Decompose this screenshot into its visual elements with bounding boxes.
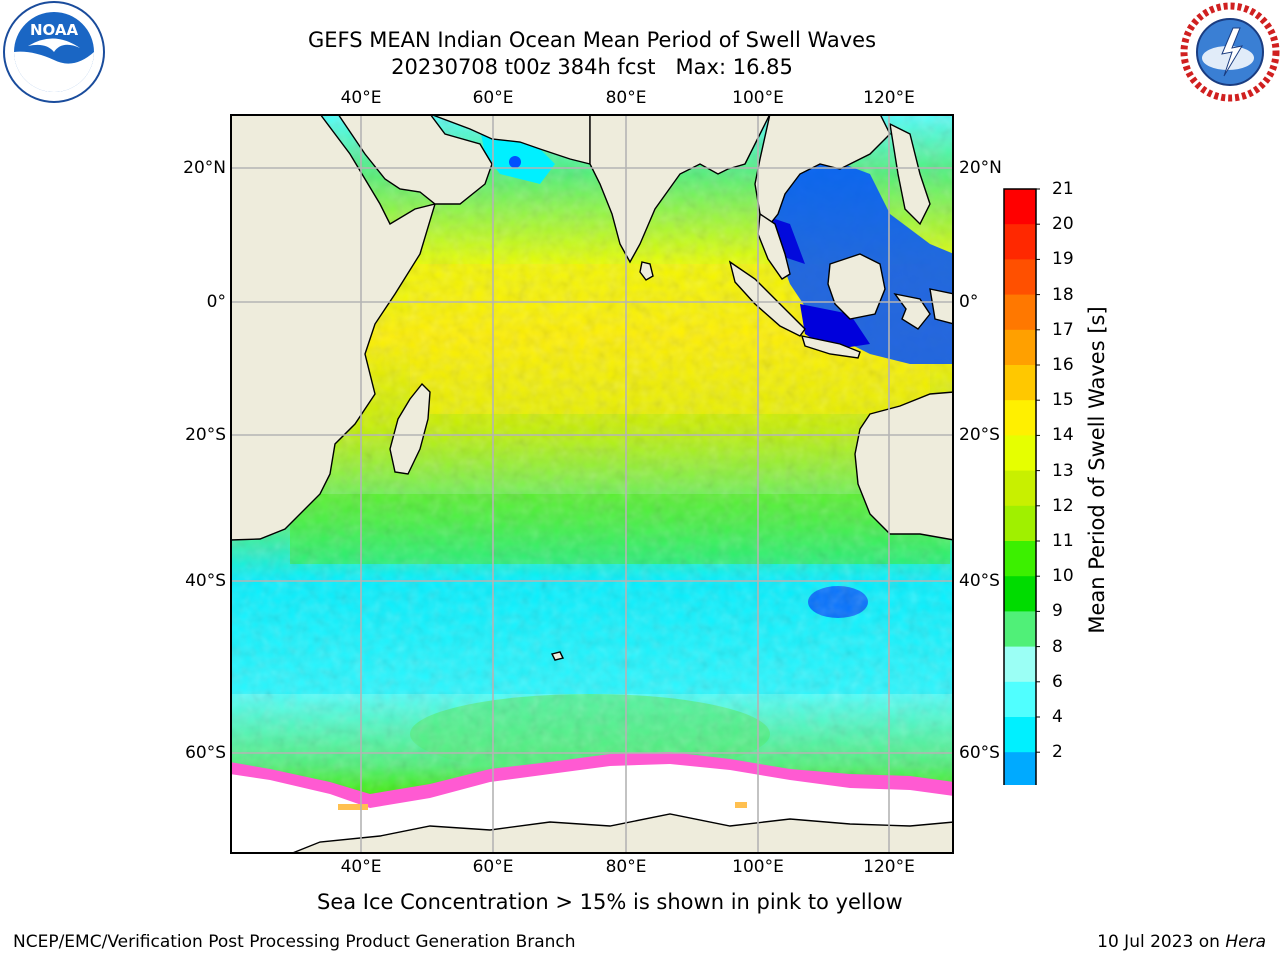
colorbar-segment (1004, 505, 1036, 542)
noaa-logo-text: NOAA (30, 21, 79, 39)
java (800, 335, 861, 359)
lon-tick-bottom-100e: 100°E (732, 857, 784, 877)
colorbar-tick-label: 15 (1052, 390, 1074, 411)
graticule (230, 114, 954, 854)
kerguelen (550, 651, 565, 661)
lon-tick-bottom-80e: 80°E (605, 857, 647, 877)
footer-date-text: 10 Jul 2023 on (1097, 932, 1220, 952)
colorbar-tick-label: 17 (1052, 319, 1074, 340)
lat-tick-left-20n: 20°N (183, 158, 226, 178)
plot-subtitle: 20230708 t00z 384h fcst Max: 16.85 (230, 54, 954, 80)
colorbar-tick-label: 6 (1052, 671, 1063, 692)
max-value: Max: 16.85 (675, 55, 793, 79)
colorbar (1003, 188, 1040, 785)
colorbar-segment (1004, 470, 1036, 507)
colorbar-segment (1004, 365, 1036, 401)
colorbar-segment (1004, 576, 1036, 612)
colorbar-tick-label: 16 (1052, 355, 1074, 375)
lon-tick-bottom-40e: 40°E (340, 857, 382, 877)
colorbar-tick-label: 20 (1052, 214, 1074, 235)
lat-tick-right-40s: 40°S (959, 571, 1000, 591)
plot-title: GEFS MEAN Indian Ocean Mean Period of Sw… (307, 28, 877, 52)
colorbar-segment (1004, 400, 1036, 436)
colorbar-segment (1004, 224, 1036, 260)
colorbar-segment (1004, 611, 1036, 648)
colorbar-segment (1004, 329, 1036, 366)
colorbar-tick-label: 19 (1052, 249, 1074, 270)
colorbar-segment (1004, 259, 1036, 296)
sri-lanka (639, 261, 654, 281)
indochina (754, 114, 891, 226)
colorbar-tick-label: 8 (1052, 636, 1063, 657)
lat-tick-right-0: 0° (959, 292, 979, 312)
lon-tick-bottom-120e: 120°E (863, 857, 915, 877)
colorbar-segment (1004, 752, 1036, 785)
lat-tick-left-40s: 40°S (185, 571, 226, 591)
madagascar (389, 382, 431, 475)
lat-tick-right-20n: 20°N (959, 158, 1002, 178)
arabia (337, 114, 493, 205)
noaa-logo: NOAA (3, 1, 105, 103)
colorbar-segment (1004, 541, 1036, 577)
run-time: 20230708 t00z 384h fcst (391, 55, 656, 79)
colorbar-tick-label: 10 (1052, 566, 1074, 587)
colorbar-segment (1004, 646, 1036, 683)
colorbar-tick-label: 13 (1052, 460, 1074, 481)
colorbar-tick-label: 14 (1052, 425, 1074, 446)
sumatra (728, 260, 806, 337)
colorbar-tick-label: 9 (1052, 601, 1063, 622)
lon-tick-top-40e: 40°E (340, 88, 382, 108)
footer-date: 10 Jul 2023 on Hera (1097, 932, 1266, 952)
footer-credit: NCEP/EMC/Verification Post Processing Pr… (13, 932, 576, 952)
lat-tick-left-20s: 20°S (185, 425, 226, 445)
lon-tick-top-100e: 100°E (732, 88, 784, 108)
footer-machine: Hera (1225, 932, 1266, 952)
colorbar-tick-label: 21 (1052, 179, 1074, 199)
lon-tick-top-80e: 80°E (605, 88, 647, 108)
colorbar-segment (1004, 681, 1036, 718)
lat-tick-right-20s: 20°S (959, 425, 1000, 445)
colorbar-segment (1004, 435, 1036, 472)
philippines (889, 122, 931, 226)
lon-tick-bottom-60e: 60°E (472, 857, 514, 877)
colorbar-tick-label: 12 (1052, 495, 1074, 516)
swell-period-map (230, 114, 954, 854)
colorbar-segment (1004, 717, 1036, 753)
new-guinea (929, 288, 954, 325)
colorbar-segment (1004, 189, 1036, 225)
sea-ice-note: Sea Ice Concentration > 15% is shown in … (317, 890, 903, 914)
colorbar-tick-label: 18 (1052, 284, 1074, 305)
nws-logo (1180, 2, 1280, 102)
india (589, 114, 771, 264)
lon-tick-top-60e: 60°E (472, 88, 514, 108)
lat-tick-left-60s: 60°S (185, 743, 226, 763)
colorbar-tick-label: 2 (1052, 742, 1063, 763)
colorbar-tick-label: 11 (1052, 531, 1074, 551)
lat-tick-left-0: 0° (206, 292, 226, 312)
map-frame (230, 114, 954, 854)
colorbar-segment (1004, 294, 1036, 331)
lon-tick-top-120e: 120°E (863, 88, 915, 108)
africa (230, 114, 437, 541)
malay-peninsula (757, 212, 791, 280)
colorbar-tick-label: 4 (1052, 707, 1063, 727)
colorbar-title: Mean Period of Swell Waves [s] (1085, 306, 1109, 634)
antarctica (289, 813, 954, 854)
australia (854, 391, 954, 541)
lat-tick-right-60s: 60°S (959, 743, 1000, 763)
